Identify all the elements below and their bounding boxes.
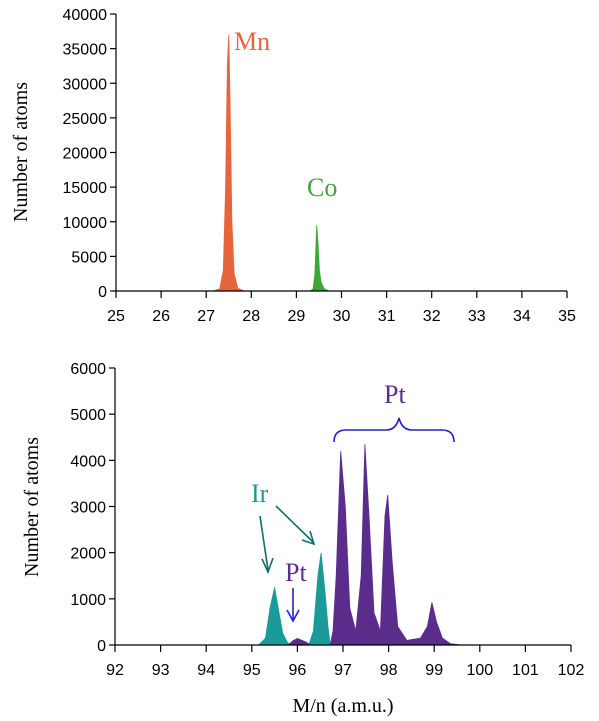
bottom-x-tick-label: 94: [197, 662, 215, 679]
ir-arrow-right-head: [301, 530, 316, 546]
bottom-x-tick-label: 97: [334, 662, 352, 679]
top-x-tick-label: 30: [333, 308, 351, 325]
top-x-tick-label: 32: [423, 308, 441, 325]
bottom-y-tick-label: 6000: [70, 361, 106, 378]
bottom-x-tick-label: 100: [466, 662, 493, 679]
top-x-tick-label: 28: [242, 308, 260, 325]
bottom-x-tick-label: 101: [512, 662, 539, 679]
top-x-tick-label: 25: [107, 308, 125, 325]
ir-peak-label: Ir: [251, 479, 269, 508]
top-y-tick-label: 35000: [63, 42, 108, 59]
top-series-layer: [212, 34, 330, 292]
bottom-x-ticks: 92 93 94 95 96 97 98 99 100 101 102: [106, 645, 584, 679]
top-y-tick-label: 0: [98, 284, 107, 301]
top-series-co-1: [308, 225, 330, 292]
top-x-ticks: 25 26 27 28 29 30 31 32 33 34 35: [107, 291, 576, 325]
top-y-tick-label: 5000: [71, 249, 107, 266]
top-x-tick-label: 29: [288, 308, 306, 325]
top-x-tick-label: 31: [378, 308, 396, 325]
bottom-chart: 0 1000 2000 3000 4000 5000 6000 92 93 94 95 96 97 98…: [21, 361, 584, 717]
co-peak-label: Co: [307, 173, 337, 202]
bottom-y-tick-label: 1000: [70, 592, 106, 609]
bottom-x-tick-label: 95: [243, 662, 261, 679]
bottom-x-axis-title: M/n (a.m.u.): [292, 695, 393, 717]
top-y-ticks: 0 5000 10000 15000 20000 25000 30000 35000 40000: [63, 7, 116, 301]
top-x-tick-label: 35: [558, 308, 576, 325]
top-x-tick-label: 34: [513, 308, 531, 325]
ir-arrow-left: [259, 515, 269, 571]
bottom-y-ticks: 0 1000 2000 3000 4000 5000 6000: [70, 361, 115, 655]
top-chart: 0 5000 10000 15000 20000 25000 30000 35000 40000…: [10, 7, 576, 325]
bottom-y-axis-title: Number of atoms: [21, 437, 43, 577]
bottom-x-tick-label: 102: [558, 662, 585, 679]
bottom-y-tick-label: 4000: [70, 453, 106, 470]
bottom-y-tick-label: 2000: [70, 546, 106, 563]
top-x-tick-label: 27: [197, 308, 215, 325]
pt-small-arrow-head: [286, 609, 300, 623]
ir-arrow-left-head: [261, 557, 274, 575]
pt-group-label: Pt: [384, 380, 406, 409]
bottom-x-tick-label: 92: [106, 662, 124, 679]
bottom-y-tick-label: 5000: [70, 407, 106, 424]
top-y-tick-label: 30000: [63, 76, 108, 93]
mn-peak-label: Mn: [234, 27, 270, 56]
bottom-y-tick-label: 0: [97, 638, 106, 655]
top-y-tick-label: 20000: [63, 146, 108, 163]
top-y-tick-label: 25000: [63, 111, 108, 128]
pt-bracket: [333, 417, 455, 443]
top-y-tick-label: 40000: [63, 7, 108, 24]
pt-small-peak-label: Pt: [285, 558, 307, 587]
top-y-tick-label: 15000: [63, 180, 108, 197]
bottom-x-tick-label: 96: [289, 662, 307, 679]
bottom-x-tick-label: 98: [380, 662, 398, 679]
top-y-axis-title: Number of atoms: [10, 82, 32, 222]
top-series-mn-0: [212, 34, 245, 292]
ir-arrow-right: [275, 505, 314, 543]
top-x-tick-label: 33: [468, 308, 486, 325]
bottom-x-tick-label: 93: [152, 662, 170, 679]
bottom-x-tick-label: 99: [425, 662, 443, 679]
bottom-y-tick-label: 3000: [70, 500, 106, 517]
top-y-tick-label: 10000: [63, 215, 108, 232]
top-x-tick-label: 26: [152, 308, 170, 325]
